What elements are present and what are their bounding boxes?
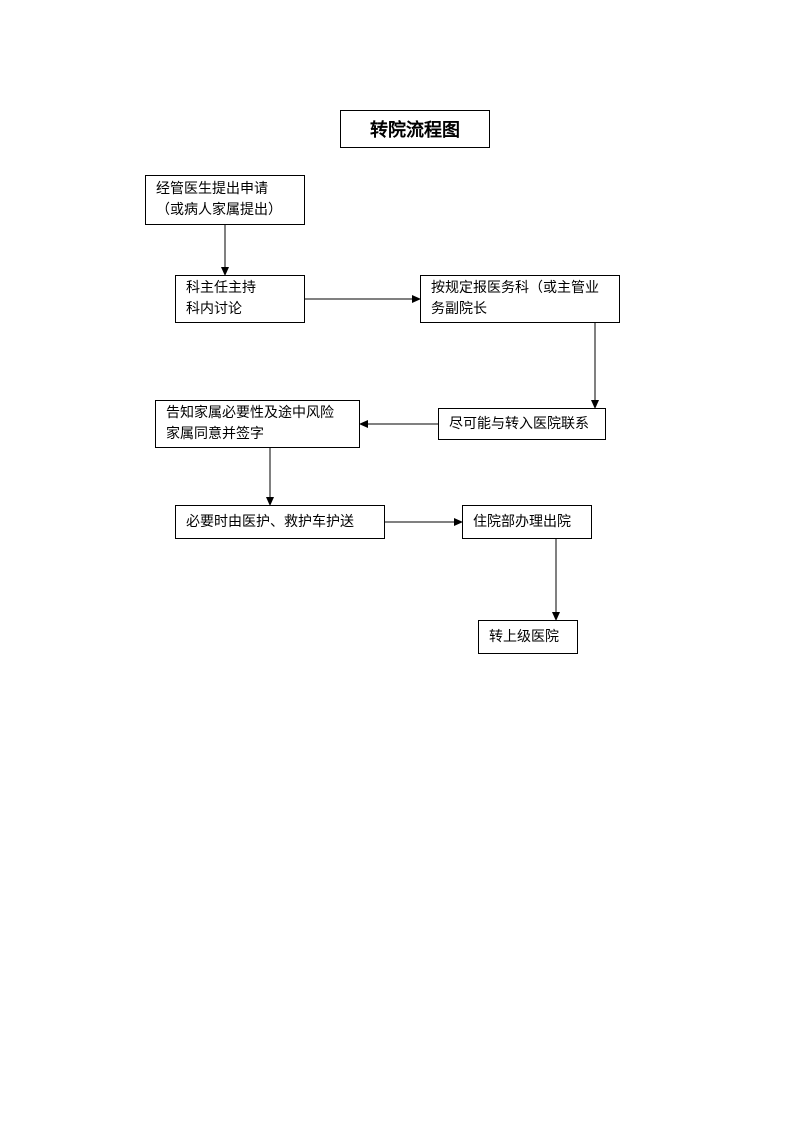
node-n1: 经管医生提出申请 （或病人家属提出） <box>145 175 305 225</box>
node-line: （或病人家属提出） <box>156 200 294 221</box>
node-line: 必要时由医护、救护车护送 <box>186 512 374 533</box>
node-n2: 科主任主持 科内讨论 <box>175 275 305 323</box>
node-n5: 告知家属必要性及途中风险 家属同意并签字 <box>155 400 360 448</box>
node-n8: 转上级医院 <box>478 620 578 654</box>
flowchart-title: 转院流程图 <box>340 110 490 148</box>
node-line: 经管医生提出申请 <box>156 179 294 200</box>
node-n3: 按规定报医务科（或主管业 务副院长 <box>420 275 620 323</box>
flowchart-arrows <box>0 0 800 1132</box>
node-line: 家属同意并签字 <box>166 424 349 445</box>
node-line: 尽可能与转入医院联系 <box>449 414 595 435</box>
node-n7: 住院部办理出院 <box>462 505 592 539</box>
node-line: 住院部办理出院 <box>473 512 581 533</box>
node-n4: 尽可能与转入医院联系 <box>438 408 606 440</box>
node-line: 告知家属必要性及途中风险 <box>166 403 349 424</box>
node-n6: 必要时由医护、救护车护送 <box>175 505 385 539</box>
node-line: 务副院长 <box>431 299 609 320</box>
node-line: 科主任主持 <box>186 278 294 299</box>
title-text: 转院流程图 <box>370 116 460 142</box>
node-line: 科内讨论 <box>186 299 294 320</box>
node-line: 按规定报医务科（或主管业 <box>431 278 609 299</box>
node-line: 转上级医院 <box>489 627 567 648</box>
